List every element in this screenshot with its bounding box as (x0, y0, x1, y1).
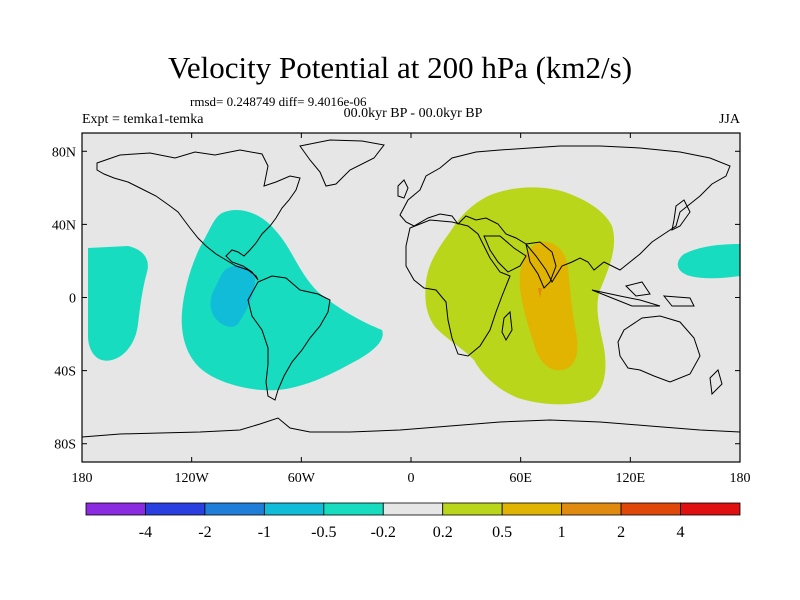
lon-tick-label: 60E (509, 471, 532, 486)
stats-line: rmsd= 0.248749 diff= 9.4016e-06 (190, 94, 367, 109)
coastline-india (525, 241, 557, 289)
colorbar-label: -0.2 (371, 524, 396, 541)
colorbar-swatch (145, 502, 206, 516)
colorbar-swatch (680, 502, 741, 516)
lon-tick-label: 180 (72, 471, 93, 486)
coastline-greenland (299, 139, 385, 187)
colorbar-label: 1 (558, 524, 566, 541)
colorbar-label: -0.5 (311, 524, 336, 541)
colorbar-swatch (620, 502, 681, 516)
colorbar-label: 0.5 (492, 524, 512, 541)
colorbar-label: -1 (258, 524, 271, 541)
colorbar-swatch (204, 502, 265, 516)
coastline-north-america (96, 149, 301, 281)
coastline-antarctica (81, 417, 741, 438)
negative-anomaly-west-pacific (677, 244, 740, 279)
axis-tick-marks (81, 133, 741, 462)
experiment-label: Expt = temka1-temka (82, 112, 204, 127)
coastline-new-zealand (709, 369, 723, 396)
lat-tick-label: 0 (69, 292, 76, 307)
colorbar-swatch (561, 502, 622, 516)
coastline-maritime-continent (591, 281, 695, 307)
coastline-south-america (247, 275, 331, 401)
colorbar-swatch (323, 502, 384, 516)
negative-anomaly-east-pacific (88, 246, 148, 361)
lon-tick-label: 180 (730, 471, 751, 486)
lat-tick-label: 40N (52, 218, 76, 233)
lon-tick-label: 120W (175, 471, 210, 486)
map-background (82, 133, 740, 462)
longitude-labels: 180 120W 60W 0 60E 120E 180 (72, 471, 751, 486)
colorbar-label: 0.2 (433, 524, 453, 541)
lat-tick-label: 80S (54, 438, 76, 453)
coastline-eurasia (399, 145, 731, 284)
lon-tick-label: 60W (288, 471, 316, 486)
coastline-australia (617, 315, 701, 383)
colorbar-swatch (85, 502, 146, 516)
chart-title: Velocity Potential at 200 hPa (km2/s) (167, 50, 633, 85)
colorbar-label: 2 (617, 524, 625, 541)
coastline-madagascar (501, 310, 513, 342)
colorbar-swatch (442, 502, 503, 516)
coastline-arabia (483, 235, 527, 273)
lat-tick-label: 80N (52, 145, 76, 160)
coastline-japan (671, 199, 691, 231)
latitude-labels: 80N 40N 0 40S 80S (52, 145, 76, 452)
season-label: JJA (718, 112, 740, 127)
lon-tick-label: 0 (408, 471, 415, 486)
positive-anomaly-center (538, 288, 542, 298)
map-panel: 80N 40N 0 40S 80S 180 120W 60W 0 60E 120E 180 (52, 132, 751, 486)
coastline-uk (397, 179, 409, 199)
lon-tick-label: 120E (616, 471, 646, 486)
colorbar-label: -2 (198, 524, 211, 541)
lat-tick-label: 40S (54, 365, 76, 380)
negative-anomaly-core (210, 265, 255, 327)
positive-anomaly-core (519, 241, 578, 371)
colorbar-swatch (501, 502, 563, 516)
colorbar-label: -4 (139, 524, 152, 541)
negative-anomaly-americas (181, 210, 383, 391)
colorbar-swatch (382, 502, 444, 516)
colorbar-label: 4 (677, 524, 685, 541)
colorbar: -4 -2 -1 -0.5 -0.2 0.2 0.5 1 2 4 (85, 502, 741, 541)
coastline-africa (405, 219, 511, 357)
coastlines (81, 139, 741, 438)
colorbar-swatch (263, 502, 325, 516)
period-label: 00.0kyr BP - 00.0kyr BP (343, 106, 483, 121)
